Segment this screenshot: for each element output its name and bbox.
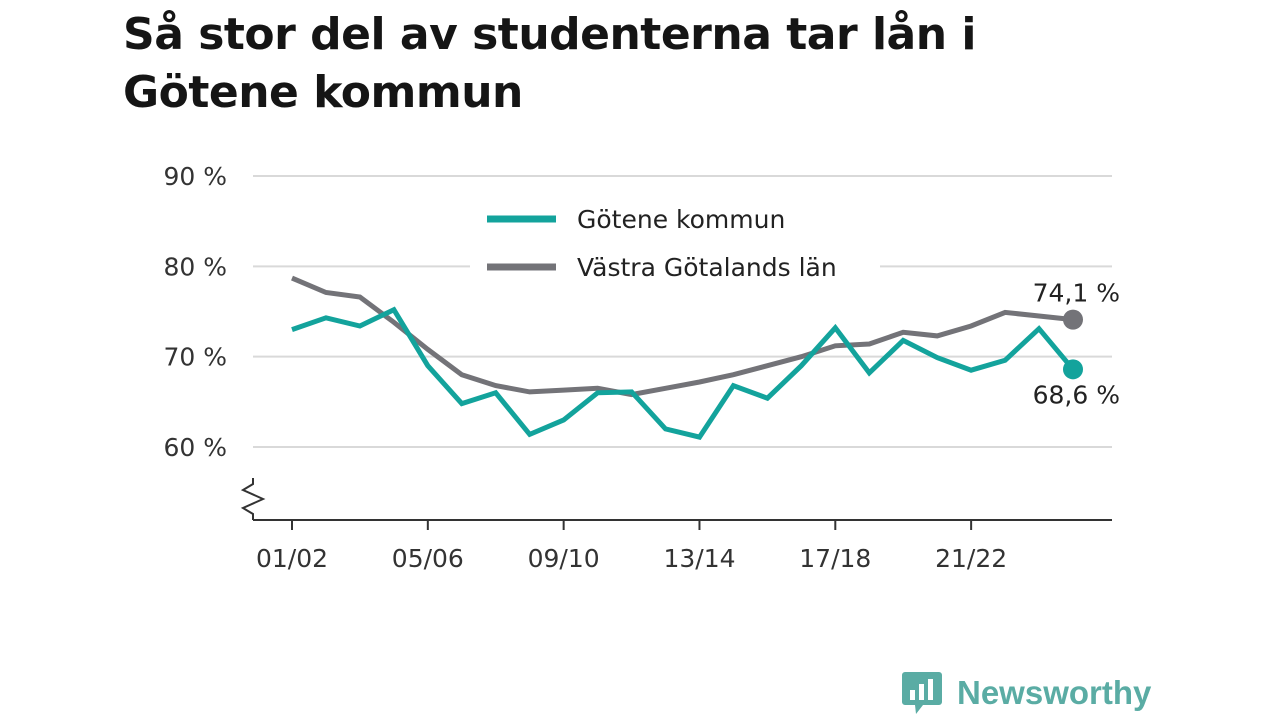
x-tick-label: 13/14 [663,544,735,573]
x-tick-label: 05/06 [392,544,464,573]
x-tick-label: 01/02 [256,544,328,573]
brand-name: Newsworthy [957,674,1152,711]
x-axis-ticks: 01/02 05/06 09/10 13/14 17/18 21/22 [256,520,1007,573]
y-tick-label: 80 % [163,252,227,281]
legend: Götene kommun Västra Götalands län [470,196,880,282]
x-tick-label: 17/18 [799,544,871,573]
x-tick-label: 09/10 [528,544,600,573]
end-point [1063,359,1083,380]
y-axis-ticks: 60 % 70 % 80 % 90 % [163,162,227,462]
series-lines [291,275,1083,440]
bar-chart-logo-icon [902,672,942,714]
x-axis [240,478,1112,521]
end-labels: 68,6 % 74,1 % [1033,279,1120,410]
brand-logo: Newsworthy [901,670,1151,716]
y-tick-label: 90 % [163,162,227,191]
end-value-label: 68,6 % [1033,380,1120,409]
series-line [291,306,1075,440]
y-tick-label: 60 % [163,433,227,462]
legend-background [470,244,880,282]
y-axis-break-icon [240,478,266,520]
end-value-label: 74,1 % [1033,279,1120,308]
legend-label: Götene kommun [577,205,785,234]
series-line [291,275,1074,398]
chart-title: Så stor del av studenterna tar lån i Göt… [123,9,976,118]
legend-background [470,196,880,234]
y-tick-label: 70 % [163,343,227,372]
end-point [1063,309,1083,330]
x-tick-label: 21/22 [935,544,1007,573]
legend-label: Västra Götalands län [577,253,837,282]
